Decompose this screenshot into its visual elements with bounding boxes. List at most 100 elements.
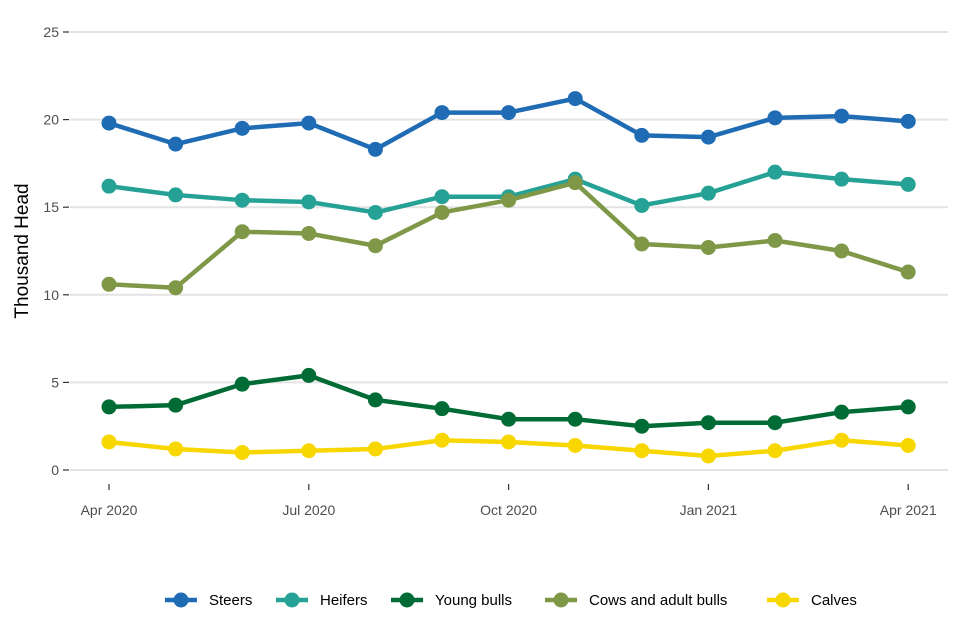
y-tick-label: 15 (43, 199, 59, 215)
data-point-calves (367, 441, 383, 457)
data-point-heifers (834, 171, 850, 187)
data-point-calves (634, 443, 650, 459)
data-point-steers (101, 115, 117, 131)
legend-item-heifers: Heifers (276, 592, 368, 609)
legend-label: Steers (209, 592, 252, 609)
data-point-cows-and-adult-bulls (367, 238, 383, 254)
data-point-calves (301, 443, 317, 459)
x-axis: Apr 2020 Jul 2020 Oct 2020 Jan 2021 Apr 2021 (81, 484, 937, 518)
y-tick-label: 10 (43, 287, 59, 303)
data-point-young-bulls (234, 376, 250, 392)
data-point-cows-and-adult-bulls (168, 280, 184, 296)
legend-key-point (284, 592, 300, 608)
data-point-calves (700, 448, 716, 464)
data-point-young-bulls (501, 411, 517, 427)
data-point-steers (301, 115, 317, 131)
data-point-calves (767, 443, 783, 459)
data-point-heifers (234, 192, 250, 208)
data-point-young-bulls (434, 401, 450, 417)
data-point-young-bulls (634, 418, 650, 434)
legend-item-cows-and-adult-bulls: Cows and adult bulls (545, 592, 727, 609)
data-point-cows-and-adult-bulls (767, 232, 783, 248)
data-point-calves (900, 437, 916, 453)
series-steers (101, 91, 916, 157)
series-heifers (101, 164, 916, 220)
data-point-calves (567, 437, 583, 453)
data-point-heifers (767, 164, 783, 180)
x-tick-label: Apr 2021 (880, 502, 937, 518)
data-point-steers (700, 129, 716, 145)
data-point-heifers (434, 189, 450, 205)
legend-label: Heifers (320, 592, 368, 609)
data-point-young-bulls (834, 404, 850, 420)
gridlines (70, 31, 948, 471)
data-point-steers (634, 127, 650, 143)
legend-key-point (173, 592, 189, 608)
data-point-cows-and-adult-bulls (700, 239, 716, 255)
data-point-young-bulls (567, 411, 583, 427)
data-point-cows-and-adult-bulls (101, 276, 117, 292)
x-tick-label: Jul 2020 (282, 502, 335, 518)
series-cows-and-adult-bulls (101, 175, 916, 296)
x-tick-label: Oct 2020 (480, 502, 537, 518)
y-tick-label: 20 (43, 112, 59, 128)
legend-key-point (399, 592, 415, 608)
data-point-steers (834, 108, 850, 124)
data-point-cows-and-adult-bulls (234, 224, 250, 240)
data-point-young-bulls (101, 399, 117, 415)
y-tick-label: 5 (51, 374, 59, 390)
data-point-young-bulls (367, 392, 383, 408)
series-calves (101, 432, 916, 464)
y-axis: 0 5 10 15 20 25 (43, 24, 69, 478)
data-point-young-bulls (767, 415, 783, 431)
data-point-calves (101, 434, 117, 450)
data-point-steers (501, 105, 517, 121)
y-tick-label: 25 (43, 24, 59, 40)
legend-key-point (775, 592, 791, 608)
data-point-cows-and-adult-bulls (501, 192, 517, 208)
data-point-young-bulls (900, 399, 916, 415)
x-tick-label: Apr 2020 (81, 502, 138, 518)
data-point-heifers (700, 185, 716, 201)
legend-item-calves: Calves (767, 592, 857, 609)
data-point-young-bulls (168, 397, 184, 413)
data-point-cows-and-adult-bulls (434, 204, 450, 220)
data-point-heifers (168, 187, 184, 203)
data-point-calves (434, 432, 450, 448)
data-point-steers (367, 141, 383, 157)
data-point-steers (767, 110, 783, 126)
data-point-steers (234, 120, 250, 136)
legend-label: Young bulls (435, 592, 512, 609)
x-tick-label: Jan 2021 (680, 502, 738, 518)
data-point-cows-and-adult-bulls (900, 264, 916, 280)
legend-item-steers: Steers (165, 592, 252, 609)
data-point-calves (501, 434, 517, 450)
y-axis-title: Thousand Head (12, 183, 33, 318)
data-point-steers (567, 91, 583, 107)
data-point-cows-and-adult-bulls (301, 225, 317, 241)
series-young-bulls (101, 367, 916, 434)
data-point-cows-and-adult-bulls (834, 243, 850, 259)
data-point-calves (834, 432, 850, 448)
data-point-calves (168, 441, 184, 457)
data-point-young-bulls (301, 367, 317, 383)
legend: Steers Heifers Young bulls Cows and adult b… (165, 592, 857, 609)
data-point-steers (900, 113, 916, 129)
data-point-steers (434, 105, 450, 121)
data-point-cows-and-adult-bulls (634, 236, 650, 252)
legend-key-point (553, 592, 569, 608)
legend-label: Cows and adult bulls (589, 592, 727, 609)
data-point-heifers (900, 176, 916, 192)
data-point-heifers (367, 204, 383, 220)
data-point-heifers (101, 178, 117, 194)
y-tick-label: 0 (51, 462, 59, 478)
data-point-young-bulls (700, 415, 716, 431)
data-point-calves (234, 444, 250, 460)
legend-label: Calves (811, 592, 857, 609)
series-group (101, 91, 916, 464)
legend-item-young-bulls: Young bulls (391, 592, 512, 609)
data-point-heifers (301, 194, 317, 210)
data-point-cows-and-adult-bulls (567, 175, 583, 191)
data-point-steers (168, 136, 184, 152)
